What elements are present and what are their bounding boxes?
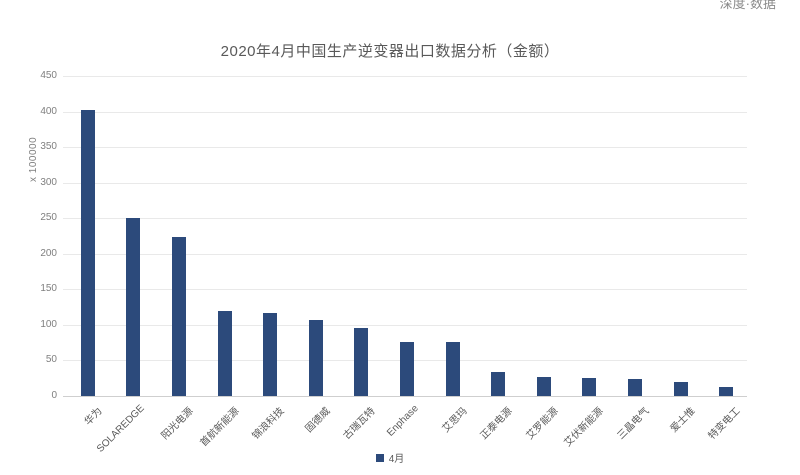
y-tick-label: 450 bbox=[40, 70, 57, 81]
gridline bbox=[63, 253, 747, 255]
y-tick-label: 250 bbox=[40, 212, 57, 224]
x-category-label: 特变电工 bbox=[706, 405, 743, 442]
watermark: 深度·数据 bbox=[720, 0, 776, 12]
x-category-label: 艾罗能源 bbox=[524, 405, 561, 442]
legend-label-april: 4月 bbox=[388, 454, 405, 465]
y-tick-label: 300 bbox=[40, 176, 57, 188]
x-category-label: 正泰电源 bbox=[478, 405, 515, 442]
x-category-label: 锦浪科技 bbox=[250, 405, 287, 442]
bar-锦浪科技 bbox=[263, 312, 278, 396]
bar-古瑞瓦特 bbox=[354, 327, 369, 396]
x-category-label: 固德威 bbox=[303, 405, 333, 435]
gridline bbox=[63, 111, 747, 113]
x-category-label: 阳光电源 bbox=[159, 405, 196, 442]
plot-area bbox=[63, 76, 747, 397]
y-tick-label: 150 bbox=[40, 283, 57, 295]
bar-Enphase bbox=[400, 341, 414, 396]
x-category-label: 艾思玛 bbox=[440, 405, 470, 435]
chart-title: 2020年4月中国生产逆变器出口数据分析（金额） bbox=[220, 43, 560, 60]
gridline bbox=[63, 289, 747, 291]
y-tick-label: 0 bbox=[51, 390, 57, 401]
bar-艾思玛 bbox=[445, 341, 460, 396]
x-category-label: 三晶电气 bbox=[615, 405, 652, 442]
bar-特变电工 bbox=[719, 387, 734, 396]
x-category-label: Enphase bbox=[385, 403, 421, 439]
x-category-label: SOLAREDGE bbox=[95, 403, 148, 455]
bar-SOLAREDGE bbox=[126, 218, 141, 396]
y-tick-label: 200 bbox=[40, 247, 57, 259]
bar-正泰电源 bbox=[491, 371, 506, 396]
gridline bbox=[63, 182, 747, 184]
y-tick-label: 400 bbox=[40, 105, 57, 117]
gridline bbox=[63, 76, 747, 77]
bar-艾伏新能源 bbox=[582, 377, 597, 396]
bar-首航新能源 bbox=[217, 310, 232, 396]
gridline bbox=[63, 324, 747, 326]
bar-三晶电气 bbox=[628, 378, 642, 396]
gridline bbox=[63, 147, 747, 149]
bar-阳光电源 bbox=[172, 237, 186, 396]
y-tick-label: 50 bbox=[45, 354, 57, 366]
legend-swatch-april bbox=[375, 453, 384, 462]
x-category-label: 首航新能源 bbox=[198, 405, 242, 449]
bar-艾罗能源 bbox=[536, 376, 551, 396]
x-category-label: 华为 bbox=[82, 405, 105, 428]
x-category-label: 艾伏新能源 bbox=[562, 405, 606, 449]
y-axis: 0 50 100 150 200 250 300 350 400 450 bbox=[0, 70, 57, 401]
y-tick-label: 350 bbox=[40, 141, 57, 153]
bar-爱士惟 bbox=[673, 381, 688, 396]
legend: 4月 bbox=[0, 450, 780, 465]
bar-华为 bbox=[80, 110, 95, 396]
gridline bbox=[63, 218, 747, 220]
y-tick-label: 100 bbox=[40, 318, 57, 330]
bar-固德威 bbox=[308, 319, 323, 396]
x-category-label: 爱士惟 bbox=[668, 405, 698, 435]
x-category-label: 古瑞瓦特 bbox=[341, 405, 378, 442]
watermark-text: 深度·数据 bbox=[719, 0, 776, 11]
